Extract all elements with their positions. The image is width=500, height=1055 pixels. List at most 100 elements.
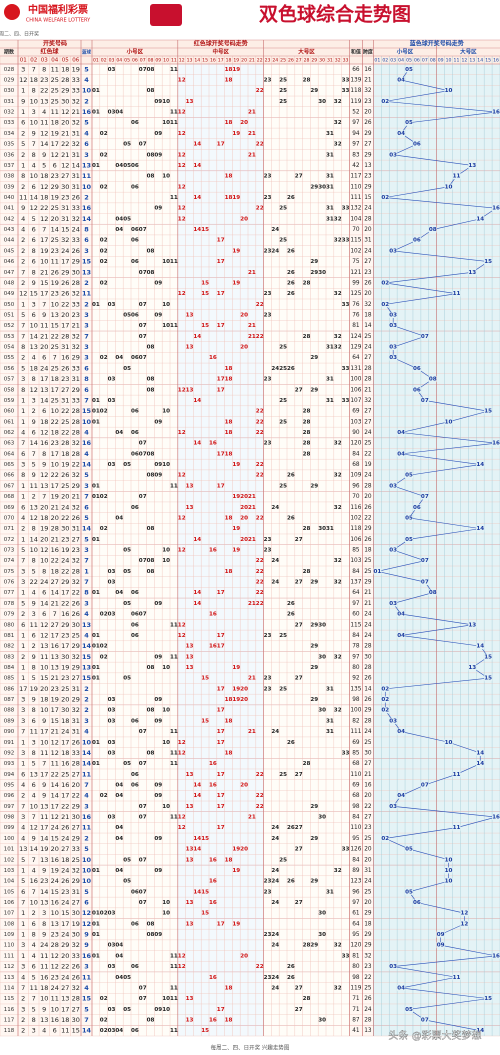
blue-ball: 11 bbox=[82, 172, 92, 180]
red-ball: 13 bbox=[40, 1016, 48, 1024]
red-ball: 30 bbox=[72, 909, 80, 917]
red-trend-number: 33 bbox=[342, 302, 350, 308]
sum: 98 bbox=[352, 975, 360, 981]
red-trend-number: 32 bbox=[334, 120, 342, 126]
red-trend-number: 14 bbox=[193, 847, 201, 853]
red-ball: 1 bbox=[21, 931, 25, 939]
red-trend-number: 01 bbox=[92, 740, 100, 746]
issue: 086 bbox=[4, 686, 15, 692]
red-trend-number: 09 bbox=[154, 131, 162, 137]
blue-trend-pad bbox=[444, 183, 453, 190]
red-ball: 3 bbox=[21, 717, 25, 725]
red-trend-number: 07 bbox=[139, 142, 147, 148]
red-ball: 27 bbox=[72, 898, 80, 906]
red-trend-number: 27 bbox=[295, 622, 303, 628]
issue: 108 bbox=[4, 921, 15, 927]
sum: 82 bbox=[352, 718, 360, 724]
red-trend-number: 27 bbox=[295, 772, 303, 778]
red-ball: 21 bbox=[61, 151, 69, 159]
bg-left bbox=[0, 40, 92, 1036]
red-ball: 12 bbox=[30, 824, 38, 832]
red-ball: 15 bbox=[61, 909, 69, 917]
sum: 76 bbox=[352, 302, 360, 308]
blue-trend-pad bbox=[428, 226, 437, 233]
red-ball: 12 bbox=[40, 621, 48, 629]
blue-trend-number: 05 bbox=[405, 1007, 413, 1013]
span: 28 bbox=[364, 665, 372, 671]
red-trend-number: 08 bbox=[147, 921, 155, 927]
span: 29 bbox=[364, 932, 372, 938]
red-trend-number: 14 bbox=[193, 889, 201, 895]
red-ball: 4 bbox=[21, 824, 25, 832]
red-ball: 5 bbox=[32, 973, 36, 981]
red-trend-number: 06 bbox=[131, 409, 139, 415]
blue-trend-pad bbox=[389, 344, 398, 351]
red-ball: 2 bbox=[32, 493, 36, 501]
red-trend-number: 13 bbox=[186, 387, 194, 393]
blue-trend-number: 01 bbox=[373, 569, 381, 575]
red-ball: 27 bbox=[51, 578, 59, 586]
blue-trend-number: 16 bbox=[492, 110, 500, 116]
red-trend-number: 12 bbox=[178, 740, 186, 746]
red-trend-number: 08 bbox=[147, 1017, 155, 1023]
issue: 081 bbox=[4, 633, 15, 639]
red-ball: 7 bbox=[42, 493, 46, 501]
issue: 062 bbox=[4, 430, 15, 436]
blue-trend-number: 05 bbox=[405, 473, 413, 479]
red-ball: 25 bbox=[72, 631, 80, 639]
red-ball: 17 bbox=[61, 258, 69, 266]
red-ball: 18 bbox=[51, 119, 59, 127]
blue-ball: 10 bbox=[82, 738, 92, 746]
red-ball: 32 bbox=[72, 941, 80, 949]
red-trend-number: 29 bbox=[310, 644, 318, 650]
blue-ball: 6 bbox=[84, 364, 89, 372]
red-ball: 7 bbox=[32, 888, 36, 896]
red-trend-number: 13 bbox=[186, 900, 194, 906]
red-ball: 12 bbox=[30, 514, 38, 522]
red-ball: 10 bbox=[40, 995, 48, 1003]
red-trend-number: 05 bbox=[123, 569, 131, 575]
blue-ball: 8 bbox=[84, 589, 89, 597]
blue-trend-number: 02 bbox=[381, 99, 389, 105]
red-trend-number: 03 bbox=[108, 708, 116, 714]
blue-trend-number: 11 bbox=[453, 291, 461, 297]
red-trend-number: 03 bbox=[108, 110, 116, 116]
red-ball: 21 bbox=[40, 268, 48, 276]
sum: 117 bbox=[350, 174, 361, 180]
red-ball: 29 bbox=[72, 354, 80, 362]
blue-trend-number: 15 bbox=[484, 654, 492, 660]
blue-trend-number: 11 bbox=[453, 975, 461, 981]
red-trend-number: 26 bbox=[287, 601, 295, 607]
red-trend-number: 29 bbox=[310, 879, 318, 885]
red-trend-number: 21 bbox=[248, 323, 256, 329]
red-trend-number: 11 bbox=[170, 953, 178, 959]
red-trend-number: 22 bbox=[256, 793, 264, 799]
red-trend-number: 28 bbox=[303, 280, 311, 286]
red-trend-number: 17 bbox=[217, 708, 225, 714]
red-trend-number: 20 bbox=[240, 216, 248, 222]
red-ball: 5 bbox=[32, 461, 36, 469]
span: 23 bbox=[364, 270, 372, 276]
span: 20 bbox=[364, 494, 372, 500]
red-trend-number: 23 bbox=[264, 686, 272, 692]
sum: 97 bbox=[352, 142, 360, 148]
red-col-label: 14 bbox=[194, 58, 200, 64]
red-ball: 14 bbox=[30, 845, 38, 853]
red-trend-number: 31 bbox=[326, 718, 334, 724]
red-trend-number: 02 bbox=[100, 259, 108, 265]
red-ball: 27 bbox=[72, 770, 80, 778]
red-ball: 33 bbox=[72, 845, 80, 853]
red-ball: 21 bbox=[51, 728, 59, 736]
red-trend-number: 07 bbox=[139, 355, 147, 361]
blue-trend-number: 07 bbox=[421, 580, 429, 586]
red-trend-number: 33 bbox=[342, 398, 350, 404]
red-trend-number: 33 bbox=[342, 206, 350, 212]
red-trend-number: 01 bbox=[92, 483, 100, 489]
red-trend-number: 22 bbox=[256, 409, 264, 415]
blue-ball: 4 bbox=[84, 76, 89, 84]
blue-trend-pad bbox=[420, 579, 429, 586]
blue-ball: 3 bbox=[84, 546, 89, 554]
red-ball: 23 bbox=[61, 674, 69, 682]
red-ball: 6 bbox=[32, 183, 36, 191]
